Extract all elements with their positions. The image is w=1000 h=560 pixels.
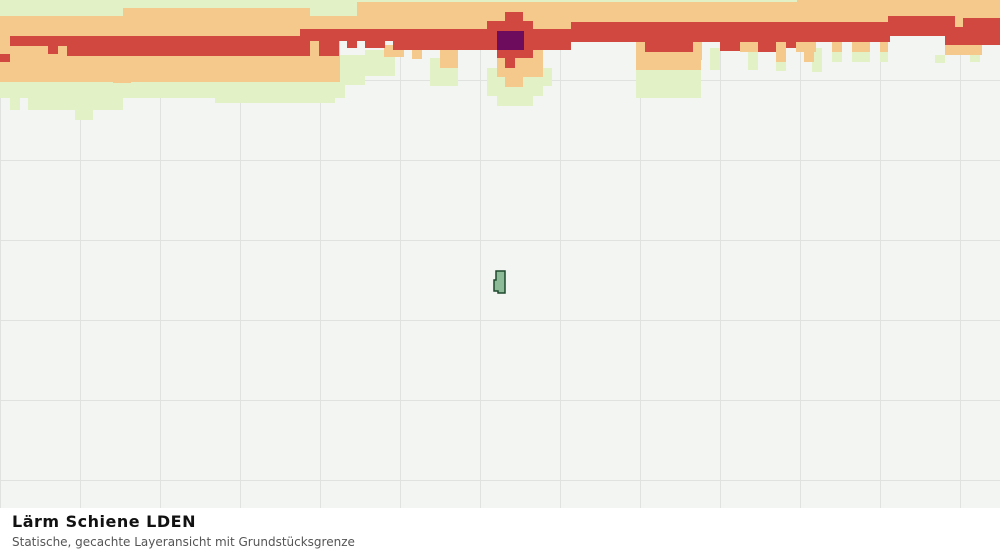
noise-band-very-high [497,31,524,50]
caption: Lärm Schiene LDEN Statische, gecachte La… [12,512,355,549]
subtitle: Statische, gecachte Layeransicht mit Gru… [12,535,355,549]
title: Lärm Schiene LDEN [12,512,196,531]
parcel-boundary[interactable] [493,270,506,294]
map [0,0,1000,508]
gap [890,36,945,46]
noise-band-high [0,12,1000,68]
